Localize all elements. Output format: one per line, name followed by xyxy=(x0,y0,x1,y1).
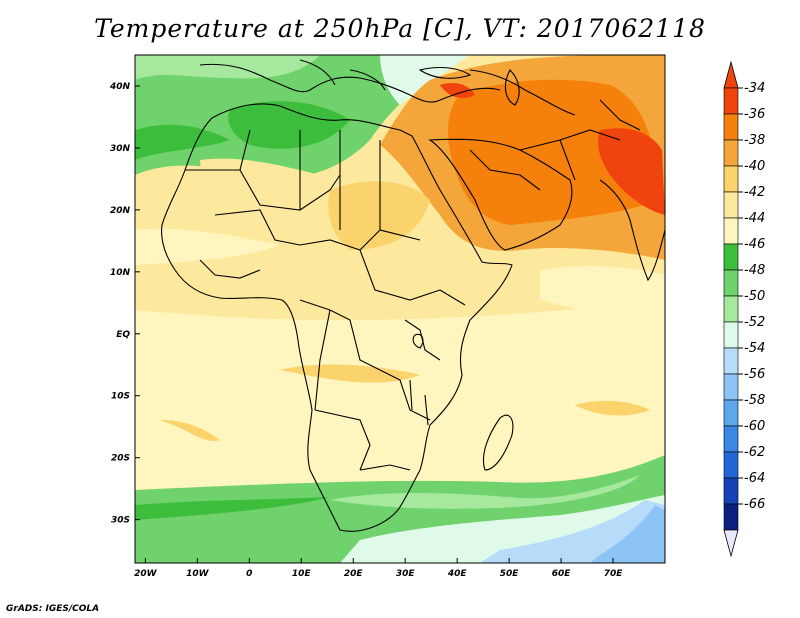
colorbar-swatch xyxy=(723,165,739,193)
country-borders xyxy=(161,59,665,532)
colorbar-label: -52 xyxy=(744,315,765,330)
madagascar-coastline xyxy=(482,414,514,471)
colorbar-label: -54 xyxy=(744,341,765,356)
colorbar-label: -40 xyxy=(744,159,765,174)
colorbar-label: -58 xyxy=(744,393,765,408)
colorbar-swatch xyxy=(723,477,739,505)
colorbar-swatch xyxy=(723,321,739,349)
arabia-coastline xyxy=(428,138,573,251)
colorbar-label: -56 xyxy=(744,367,765,382)
lat-tick-label: 30S xyxy=(111,516,130,526)
colorbar-label: -36 xyxy=(744,107,765,122)
colorbar-label: -64 xyxy=(744,471,765,486)
lon-tick-label: 40E xyxy=(447,569,468,579)
map-title: Temperature at 250hPa [C], VT: 201706211… xyxy=(94,14,706,43)
colorbar-label: -38 xyxy=(744,133,765,148)
lon-tick-label: 70E xyxy=(604,569,624,579)
colorbar-swatch xyxy=(723,373,739,401)
lat-tick-label: EQ xyxy=(116,330,130,340)
map-frame xyxy=(134,54,666,564)
lat-tick-label: 20S xyxy=(111,454,130,464)
colorbar-swatch xyxy=(723,399,739,427)
europe-coastline xyxy=(199,63,501,103)
colorbar-label: -48 xyxy=(744,263,765,278)
colorbar-label: -50 xyxy=(744,289,765,304)
india-coastline xyxy=(599,179,665,282)
temperature-field xyxy=(135,55,665,563)
lon-tick-label: 20E xyxy=(344,569,364,579)
colorbar: -34 -36 -38 -40 -42 -44 -46 -48 -50 -52 -54 -56 -58 -… xyxy=(723,60,765,558)
lon-tick-label: 10E xyxy=(292,569,312,579)
colorbar-label: -34 xyxy=(744,81,765,96)
colorbar-swatch xyxy=(723,191,739,219)
colorbar-swatch xyxy=(723,217,739,245)
lat-tick-label: 10N xyxy=(110,268,131,278)
lon-tick-label: 60E xyxy=(552,569,572,579)
colorbar-label: -60 xyxy=(744,419,765,434)
colorbar-swatch xyxy=(723,243,739,271)
colorbar-swatch xyxy=(723,139,739,167)
colorbar-swatch xyxy=(723,503,739,531)
lon-tick-label: 20W xyxy=(134,569,158,579)
colorbar-label: -44 xyxy=(744,211,765,226)
lat-tick-label: 40N xyxy=(109,82,131,92)
colorbar-swatch xyxy=(723,269,739,297)
colorbar-swatch xyxy=(723,425,739,453)
colorbar-swatch xyxy=(723,295,739,323)
colorbar-bottom-arrow xyxy=(723,529,739,558)
colorbar-swatch xyxy=(723,347,739,375)
lon-tick-label: 30E xyxy=(396,569,416,579)
africa-coastline xyxy=(161,103,513,532)
lat-tick-label: 20N xyxy=(110,206,131,216)
lon-tick-label: 0 xyxy=(246,569,252,579)
colorbar-label: -66 xyxy=(744,497,765,512)
latitude-ticks: 40N 30N 20N 10N EQ 10S 20S 30S xyxy=(109,82,140,526)
lat-tick-label: 30N xyxy=(110,144,131,154)
lat-tick-label: 10S xyxy=(111,392,130,402)
lon-tick-label: 10W xyxy=(186,569,210,579)
grads-credit: GrADS: IGES/COLA xyxy=(6,604,100,614)
colorbar-label: -42 xyxy=(744,185,765,200)
colorbar-top-arrow xyxy=(723,60,739,89)
lon-tick-label: 50E xyxy=(500,569,520,579)
colorbar-swatch xyxy=(723,113,739,141)
colorbar-swatch xyxy=(723,451,739,479)
colorbar-label: -62 xyxy=(744,445,765,460)
colorbar-label: -46 xyxy=(744,237,765,252)
longitude-ticks: 20W 10W 0 10E 20E 30E 40E 50E 60E 70E xyxy=(134,558,623,579)
colorbar-swatch xyxy=(723,87,739,115)
